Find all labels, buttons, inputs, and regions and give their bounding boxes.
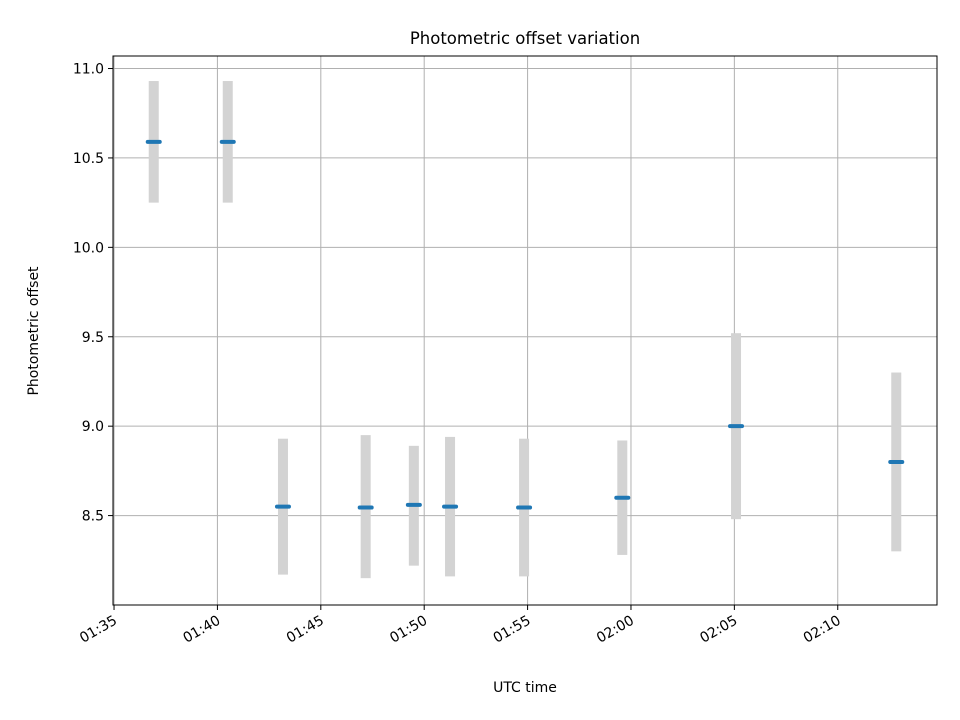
y-tick-label: 10.5: [73, 151, 104, 167]
y-axis-label: Photometric offset: [26, 266, 42, 396]
y-axis-ticks: 8.5 9.0 9.5 10.0 10.5 11.0: [73, 62, 113, 525]
x-axis-label: UTC time: [493, 680, 557, 696]
plot-frame: [112, 55, 938, 606]
chart-title: Photometric offset variation: [410, 29, 640, 48]
data-points: [145, 139, 905, 510]
y-tick-label: 8.5: [82, 509, 104, 525]
y-tick-label: 11.0: [73, 62, 104, 78]
y-tick-label: 9.5: [82, 330, 104, 346]
y-tick-label: 9.0: [82, 419, 104, 435]
y-tick-label: 10.0: [73, 240, 104, 256]
